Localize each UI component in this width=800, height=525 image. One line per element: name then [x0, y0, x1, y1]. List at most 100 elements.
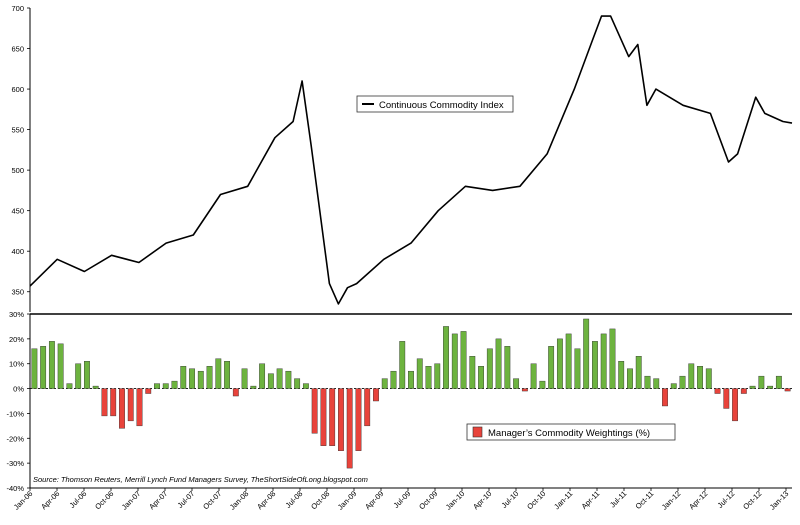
weighting-bar: [609, 328, 616, 389]
weighting-bar: [513, 378, 520, 389]
weighting-bar: [434, 363, 441, 389]
x-tick-label: Jan-12: [660, 489, 683, 512]
x-tick-label: Apr-10: [471, 489, 493, 511]
weighting-bar: [408, 370, 414, 389]
weighting-bar: [486, 348, 493, 389]
weighting-bar: [390, 370, 397, 389]
x-tick-label: Oct-07: [201, 489, 223, 511]
x-tick-label: Apr-06: [39, 489, 61, 511]
weighting-bar: [758, 375, 765, 389]
source-note: Source: Thomson Reuters, Merrill Lynch F…: [33, 475, 368, 484]
weighting-bar: [662, 388, 668, 407]
x-tick-label: Apr-07: [147, 489, 169, 511]
x-tick-label: Jul-12: [716, 489, 737, 510]
weighting-bar: [136, 388, 143, 427]
bar-legend-swatch: [472, 426, 483, 438]
weighting-bar: [592, 341, 598, 389]
bottom-y-tick-label: -10%: [6, 409, 24, 418]
x-tick-label: Oct-11: [634, 489, 656, 511]
weighting-bar: [110, 388, 117, 417]
x-tick-label: Oct-10: [525, 489, 547, 511]
x-tick-label: Oct-06: [93, 489, 115, 511]
x-tick-label: Apr-09: [363, 489, 385, 511]
weighting-bar: [600, 333, 607, 389]
weighting-bar: [749, 385, 756, 389]
x-tick-label: Oct-09: [417, 489, 439, 511]
x-tick-label: Jan-07: [120, 489, 143, 512]
weighting-bar: [338, 388, 344, 451]
weighting-bar: [399, 341, 406, 389]
weighting-bar: [92, 385, 99, 389]
weighting-bar: [381, 378, 388, 389]
weighting-bar: [329, 388, 336, 446]
weighting-bar: [180, 366, 187, 389]
weighting-bar: [451, 333, 458, 389]
weighting-bar: [530, 363, 537, 389]
weighting-bar: [355, 388, 362, 451]
commodity-index-chart: 350 400 450 500 550 600 650 700: [11, 4, 793, 315]
bottom-y-tick-label: 0%: [13, 385, 24, 394]
x-tick-label: Jan-08: [228, 489, 251, 512]
weighting-bar: [364, 388, 371, 427]
x-tick-label: Oct-12: [741, 489, 763, 511]
bottom-y-tick-label: -20%: [6, 434, 24, 443]
bar-legend-label: Manager’s Commodity Weightings (%): [488, 428, 650, 439]
x-tick-label: Jul-06: [68, 489, 89, 510]
weighting-bar: [250, 385, 257, 389]
x-tick-label: Jul-11: [608, 489, 628, 509]
x-tick-label: Jan-09: [336, 489, 359, 512]
weighting-bar: [48, 341, 55, 389]
weighting-bar: [583, 318, 590, 389]
bottom-y-tick-label: -30%: [6, 459, 24, 468]
x-tick-label: Jul-09: [392, 489, 413, 510]
bottom-y-tick-label: 10%: [9, 360, 24, 369]
weighting-bar: [311, 388, 318, 434]
weighting-bar: [670, 383, 677, 389]
weighting-bar: [373, 388, 379, 402]
weighting-bar: [565, 333, 572, 389]
weighting-bar: [688, 363, 695, 389]
weighting-bar: [127, 388, 134, 422]
weighting-bar: [259, 363, 266, 389]
bottom-y-tick-label: 30%: [9, 310, 24, 319]
weighting-bar: [346, 388, 353, 469]
weighting-bar: [635, 356, 642, 389]
weighting-bar: [653, 378, 660, 389]
x-tick-label: Apr-11: [580, 489, 602, 511]
top-y-tick-label: 700: [11, 4, 24, 13]
weighting-bar: [714, 388, 721, 394]
line-legend-label: Continuous Commodity Index: [379, 100, 504, 111]
top-y-tick-label: 450: [11, 207, 24, 216]
bottom-y-tick-label: -40%: [6, 484, 24, 493]
weighting-bar: [443, 326, 449, 389]
x-tick-label: Jul-10: [500, 489, 521, 510]
top-y-tick-label: 400: [11, 247, 24, 256]
weighting-bar: [66, 383, 73, 389]
weighting-bar: [40, 346, 47, 389]
weighting-bar: [775, 375, 782, 389]
weighting-bar: [460, 331, 467, 389]
weighting-bar: [197, 370, 204, 389]
x-tick-label: Apr-08: [255, 489, 277, 511]
weighting-bar: [189, 368, 195, 389]
weighting-bar: [679, 375, 686, 389]
weighting-bar: [162, 383, 169, 389]
x-tick-label: Jul-07: [176, 489, 197, 510]
weighting-bar: [75, 363, 82, 389]
weighting-bar: [154, 383, 160, 389]
weighting-bar: [644, 375, 651, 389]
weighting-bar: [556, 338, 563, 389]
weighting-bar: [618, 361, 625, 389]
weighting-bar: [302, 383, 309, 389]
weighting-bar: [469, 356, 476, 389]
weighting-bar: [119, 388, 125, 429]
weighting-bar: [294, 378, 301, 389]
weighting-bar: [705, 368, 712, 389]
weighting-bar: [267, 373, 274, 389]
weighting-bar: [285, 370, 292, 389]
weighting-bar: [276, 368, 283, 389]
bottom-y-tick-label: 20%: [9, 335, 24, 344]
x-tick-label: Jan-10: [444, 489, 467, 512]
weighting-bar: [84, 361, 90, 389]
weighting-bar: [504, 346, 511, 389]
